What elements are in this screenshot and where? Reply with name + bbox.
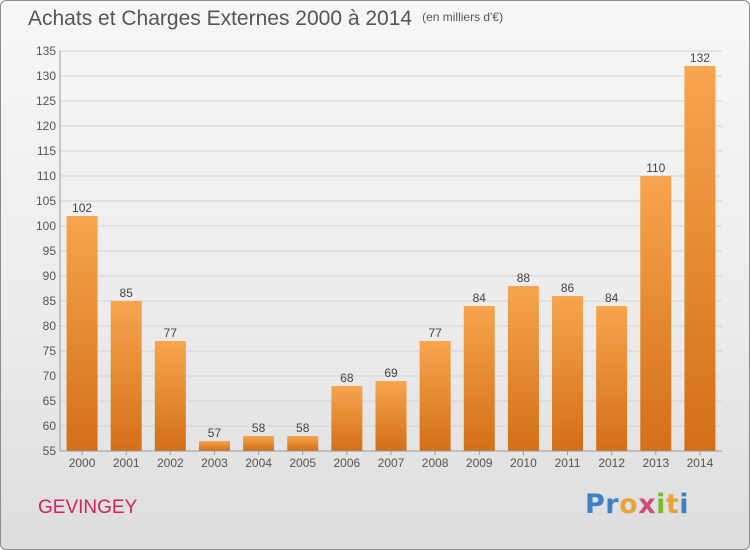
- y-tick-label: 105: [36, 194, 56, 208]
- x-tick-label: 2012: [598, 456, 625, 470]
- bar-value-label: 110: [646, 161, 665, 175]
- y-tick-label: 100: [36, 219, 56, 233]
- proxiti-logo[interactable]: Proxiti: [585, 489, 690, 520]
- x-tick-label: 2005: [289, 456, 316, 470]
- commune-name: GEVINGEY: [38, 497, 138, 518]
- bar-value-label: 88: [517, 271, 531, 285]
- y-tick-label: 55: [43, 444, 57, 458]
- x-tick-label: 2010: [510, 456, 537, 470]
- bar-value-label: 77: [164, 326, 178, 340]
- x-tick-label: 2000: [69, 456, 96, 470]
- y-tick-label: 95: [43, 244, 57, 258]
- bar-2007: [375, 381, 407, 451]
- bar-2004: [243, 436, 275, 451]
- y-tick-label: 65: [43, 394, 57, 408]
- bar-value-label: 102: [72, 201, 92, 215]
- x-tick-label: 2002: [157, 456, 184, 470]
- bar-2006: [331, 386, 363, 451]
- bar-value-label: 84: [605, 291, 619, 305]
- y-tick-label: 110: [37, 169, 56, 183]
- chart-subtitle: (en milliers d'€): [422, 10, 504, 24]
- y-tick-label: 125: [36, 94, 56, 108]
- bar-value-label: 57: [208, 426, 222, 440]
- x-tick-label: 2006: [334, 456, 361, 470]
- bar-2005: [287, 436, 319, 451]
- bar-value-label: 68: [340, 371, 354, 385]
- bar-2014: [684, 66, 716, 451]
- x-tick-label: 2014: [687, 456, 714, 470]
- title-row: Achats et Charges Externes 2000 à 2014 (e…: [28, 7, 503, 31]
- bar-2000: [66, 216, 98, 451]
- bars: 102 85 77 57 58 58 68 69 77 84 88 86 84 110 132: [66, 51, 716, 451]
- y-tick-label: 135: [36, 44, 56, 58]
- x-tick-label: 2008: [422, 456, 449, 470]
- bar-value-label: 85: [120, 286, 134, 300]
- bar-value-label: 58: [252, 421, 266, 435]
- x-tick-label: 2001: [113, 456, 140, 470]
- bar-2010: [507, 286, 539, 451]
- bar-value-label: 86: [561, 281, 575, 295]
- y-tick-label: 75: [43, 344, 57, 358]
- y-tick-label: 130: [36, 69, 56, 83]
- x-tick-label: 2009: [466, 456, 493, 470]
- chart-title: Achats et Charges Externes 2000 à 2014: [28, 7, 413, 30]
- bar-2012: [596, 306, 628, 451]
- bar-2003: [198, 441, 230, 451]
- bar-value-label: 84: [473, 291, 487, 305]
- bar-value-label: 132: [690, 51, 710, 65]
- bar-2001: [110, 301, 142, 451]
- x-tick-label: 2004: [245, 456, 272, 470]
- bar-value-label: 77: [428, 326, 442, 340]
- y-tick-label: 90: [43, 269, 57, 283]
- y-tick-label: 115: [37, 144, 56, 158]
- y-tick-label: 60: [43, 419, 57, 433]
- x-tick-label: 2007: [378, 456, 405, 470]
- y-tick-label: 80: [43, 319, 57, 333]
- bar-2011: [552, 296, 584, 451]
- bar-value-label: 58: [296, 421, 310, 435]
- bar-2009: [463, 306, 495, 451]
- y-tick-label: 70: [43, 369, 57, 383]
- y-tick-label: 120: [36, 119, 56, 133]
- x-tick-label: 2011: [555, 456, 581, 470]
- bar-2008: [419, 341, 451, 451]
- x-tick-label: 2013: [642, 456, 669, 470]
- y-tick-label: 85: [43, 294, 57, 308]
- x-tick-label: 2003: [201, 456, 228, 470]
- bar-value-label: 69: [384, 366, 398, 380]
- bar-2013: [640, 176, 672, 451]
- bar-2002: [154, 341, 186, 451]
- axes: 55 60 65 70 75 80 85 90 95 100 105 110 115 120 125 130 1…: [36, 44, 722, 470]
